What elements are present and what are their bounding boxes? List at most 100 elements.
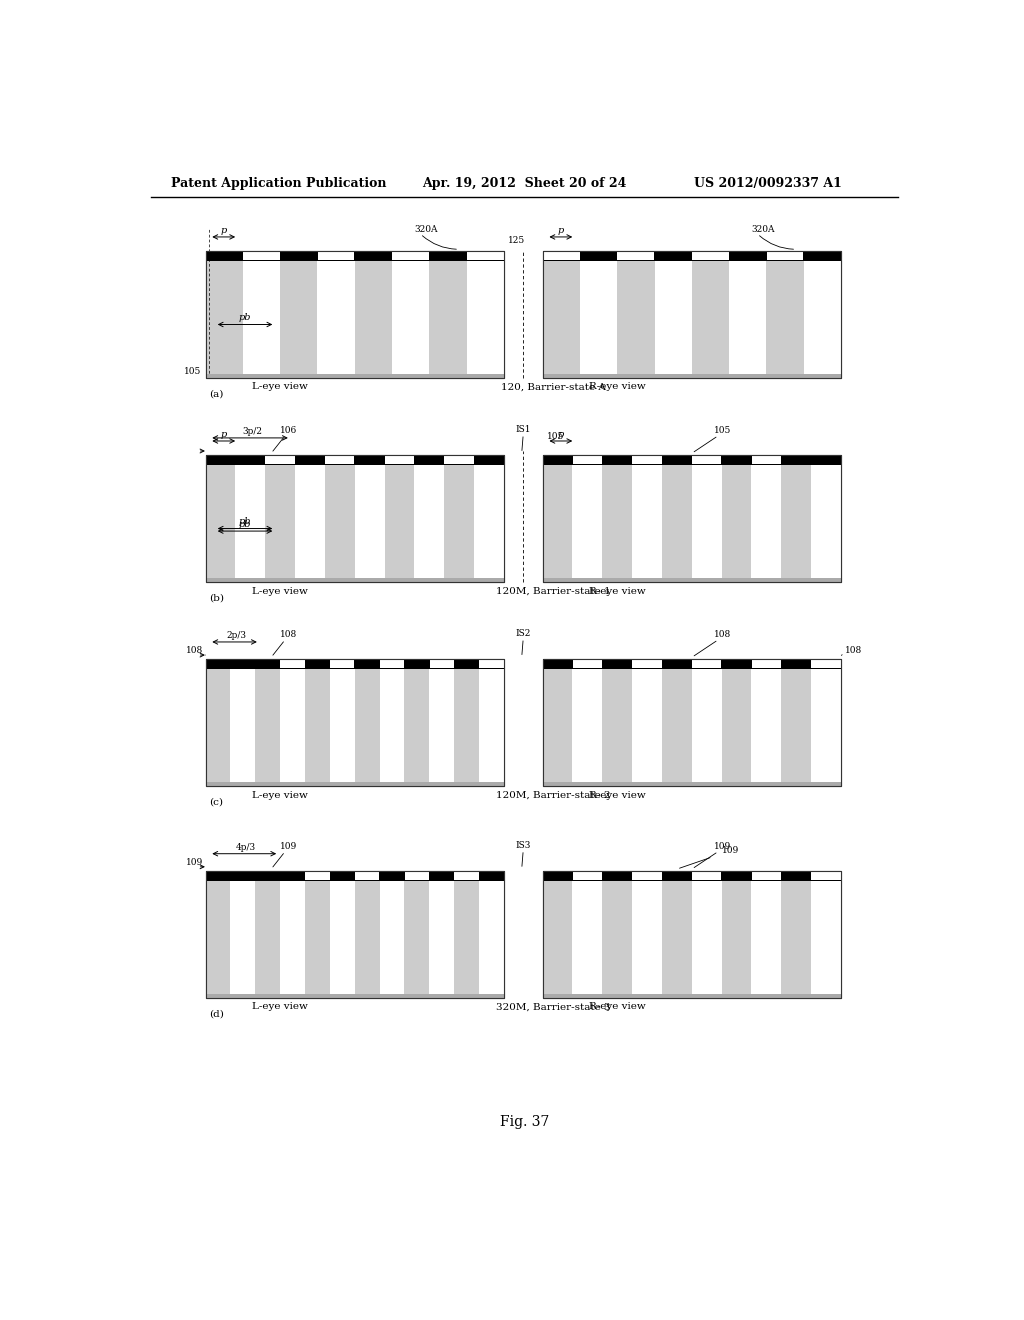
Text: 109: 109 bbox=[714, 842, 731, 851]
Text: 105: 105 bbox=[547, 433, 564, 441]
Bar bbox=[305, 871, 330, 880]
Bar bbox=[811, 660, 841, 668]
Text: pb: pb bbox=[239, 520, 251, 529]
Bar bbox=[305, 669, 330, 781]
Bar bbox=[692, 871, 722, 880]
Bar bbox=[255, 669, 281, 781]
Bar bbox=[692, 261, 729, 374]
Bar bbox=[206, 374, 504, 378]
Bar bbox=[543, 871, 841, 998]
Bar bbox=[543, 251, 841, 261]
Bar bbox=[662, 669, 692, 781]
Text: 109: 109 bbox=[281, 842, 298, 851]
Text: 109: 109 bbox=[722, 846, 739, 855]
Text: US 2012/0092337 A1: US 2012/0092337 A1 bbox=[693, 177, 842, 190]
Bar bbox=[206, 994, 504, 998]
Bar bbox=[602, 880, 632, 994]
Bar bbox=[633, 871, 662, 880]
Bar bbox=[206, 871, 504, 998]
Bar bbox=[354, 669, 380, 781]
Bar bbox=[543, 374, 841, 378]
Bar bbox=[479, 669, 504, 781]
Bar bbox=[602, 669, 632, 781]
Bar bbox=[572, 669, 602, 781]
Bar bbox=[804, 261, 841, 374]
Bar bbox=[722, 465, 752, 578]
Bar bbox=[662, 880, 692, 994]
Bar bbox=[752, 871, 781, 880]
Text: L-eye view: L-eye view bbox=[252, 383, 308, 392]
Text: 105: 105 bbox=[184, 367, 202, 376]
Bar bbox=[206, 455, 504, 582]
Text: 120, Barrier-state A: 120, Barrier-state A bbox=[501, 383, 605, 392]
Bar bbox=[811, 465, 841, 578]
Text: R-eye view: R-eye view bbox=[589, 383, 645, 392]
Bar bbox=[455, 669, 479, 781]
Text: p: p bbox=[557, 430, 563, 440]
Bar bbox=[543, 261, 580, 374]
Bar bbox=[206, 871, 504, 998]
Bar bbox=[206, 880, 230, 994]
Text: L-eye view: L-eye view bbox=[252, 1002, 308, 1011]
Bar bbox=[752, 880, 781, 994]
Bar bbox=[781, 465, 811, 578]
Text: L-eye view: L-eye view bbox=[252, 586, 308, 595]
Bar bbox=[330, 660, 354, 668]
Bar bbox=[572, 880, 602, 994]
Bar bbox=[572, 871, 602, 880]
Bar bbox=[474, 465, 504, 578]
Bar bbox=[206, 659, 504, 669]
Bar bbox=[543, 659, 841, 785]
Bar bbox=[543, 252, 580, 260]
Bar bbox=[752, 455, 781, 465]
Text: IS3: IS3 bbox=[515, 841, 530, 850]
Bar bbox=[206, 455, 504, 582]
Bar bbox=[429, 669, 455, 781]
Bar bbox=[230, 669, 255, 781]
Text: IS1: IS1 bbox=[515, 425, 531, 434]
Bar bbox=[543, 659, 841, 785]
Bar bbox=[467, 252, 504, 260]
Text: (a): (a) bbox=[209, 389, 224, 399]
Bar bbox=[404, 880, 429, 994]
Bar bbox=[385, 465, 415, 578]
Bar bbox=[692, 660, 722, 668]
Bar bbox=[206, 465, 236, 578]
Text: (b): (b) bbox=[209, 594, 224, 602]
Bar bbox=[722, 880, 752, 994]
Bar bbox=[455, 871, 479, 880]
Bar bbox=[330, 880, 354, 994]
Bar bbox=[444, 465, 474, 578]
Text: R-eye view: R-eye view bbox=[589, 586, 645, 595]
Text: Patent Application Publication: Patent Application Publication bbox=[171, 177, 386, 190]
Bar bbox=[543, 659, 841, 669]
Bar bbox=[206, 251, 504, 378]
Bar bbox=[633, 455, 662, 465]
Bar bbox=[429, 261, 467, 374]
Bar bbox=[415, 465, 444, 578]
Text: 125: 125 bbox=[508, 236, 525, 246]
Bar bbox=[729, 261, 766, 374]
Bar bbox=[444, 455, 474, 465]
Bar bbox=[317, 261, 354, 374]
Bar bbox=[281, 261, 317, 374]
Bar bbox=[781, 669, 811, 781]
Bar bbox=[543, 251, 841, 378]
Bar bbox=[781, 880, 811, 994]
Bar bbox=[811, 880, 841, 994]
Bar bbox=[206, 669, 230, 781]
Bar bbox=[654, 261, 692, 374]
Bar bbox=[281, 669, 305, 781]
Bar bbox=[543, 455, 841, 465]
Bar bbox=[633, 660, 662, 668]
Text: pb: pb bbox=[239, 313, 251, 322]
Bar bbox=[265, 455, 295, 465]
Bar bbox=[543, 578, 841, 582]
Bar bbox=[206, 871, 504, 880]
Bar bbox=[236, 465, 265, 578]
Bar bbox=[380, 880, 404, 994]
Bar bbox=[617, 252, 654, 260]
Bar bbox=[811, 669, 841, 781]
Bar bbox=[467, 261, 504, 374]
Bar bbox=[543, 994, 841, 998]
